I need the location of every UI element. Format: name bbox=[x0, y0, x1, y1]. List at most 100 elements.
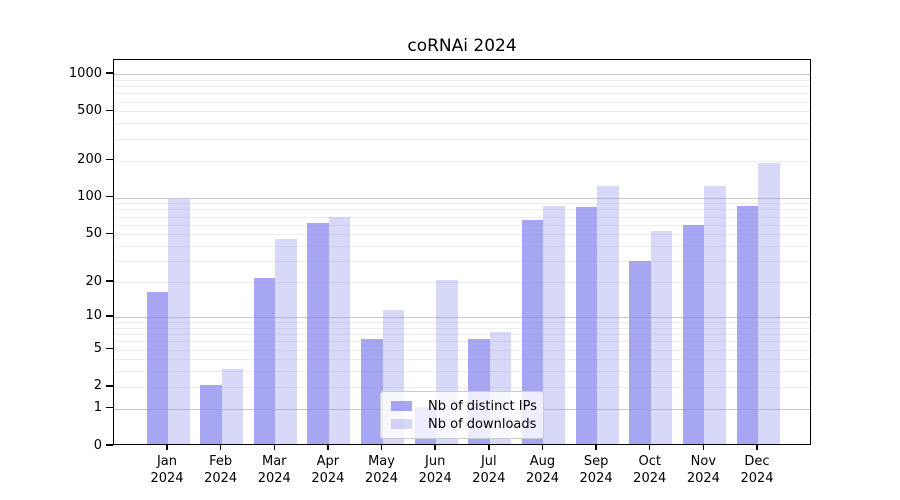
x-axis-tick bbox=[756, 445, 758, 450]
y-axis-tick-label: 200 bbox=[77, 152, 102, 168]
y-axis-tick-label: 0 bbox=[93, 437, 102, 453]
y-axis-tick bbox=[106, 232, 113, 235]
plot-area bbox=[113, 59, 811, 445]
y-axis-tick-label: 500 bbox=[77, 102, 102, 118]
grid-major-line bbox=[114, 197, 810, 199]
bar-distinct-ips-jan bbox=[146, 291, 168, 444]
x-axis-tick bbox=[541, 445, 544, 450]
x-axis-tick-label: Nov 2024 bbox=[686, 454, 720, 486]
y-axis-tick bbox=[106, 385, 113, 387]
bar-distinct-ips-aug bbox=[521, 220, 544, 444]
grid-major-line bbox=[114, 74, 810, 76]
y-axis-tick bbox=[106, 109, 113, 112]
legend-label-distinct-ips: Nb of distinct IPs bbox=[428, 398, 537, 414]
bar-downloads-jan bbox=[168, 198, 190, 444]
x-axis-tick bbox=[273, 445, 275, 450]
x-axis-tick bbox=[166, 445, 168, 450]
x-axis-tick-label: Jun 2024 bbox=[418, 454, 452, 486]
x-axis-tick bbox=[488, 445, 490, 450]
grid-minor-line bbox=[114, 327, 810, 329]
y-axis-tick bbox=[106, 158, 113, 161]
bar-distinct-ips-feb bbox=[200, 384, 222, 444]
grid-minor-line bbox=[114, 359, 810, 361]
grid-minor-line bbox=[114, 261, 810, 263]
x-axis-tick-label: Dec 2024 bbox=[740, 454, 774, 486]
grid-minor-line bbox=[114, 123, 810, 125]
legend-row-distinct-ips: Nb of distinct IPs bbox=[391, 397, 537, 415]
grid-minor-line bbox=[114, 349, 810, 351]
bar-distinct-ips-dec bbox=[736, 206, 758, 444]
legend: Nb of distinct IPs Nb of downloads bbox=[380, 391, 544, 439]
bar-downloads-feb bbox=[221, 369, 244, 444]
bar-downloads-apr bbox=[328, 216, 351, 444]
x-axis-tick bbox=[380, 445, 383, 450]
bar-downloads-nov bbox=[704, 185, 726, 444]
y-axis-tick bbox=[106, 315, 113, 317]
x-axis-tick-label: Sep 2024 bbox=[579, 454, 613, 486]
y-axis-tick bbox=[106, 444, 113, 446]
legend-label-downloads: Nb of downloads bbox=[428, 416, 537, 432]
grid-minor-line bbox=[114, 138, 810, 140]
y-axis-tick bbox=[106, 406, 113, 409]
y-axis-tick-label: 100 bbox=[77, 189, 102, 205]
y-axis-tick-label: 20 bbox=[85, 273, 102, 289]
grid-minor-line bbox=[114, 322, 810, 324]
y-axis-tick-label: 10 bbox=[85, 308, 102, 324]
y-axis-tick-label: 5 bbox=[93, 341, 102, 357]
grid-minor-line bbox=[114, 209, 810, 211]
y-axis-tick-label: 1000 bbox=[68, 65, 102, 81]
x-axis-tick-label: Jul 2024 bbox=[472, 454, 506, 486]
bar-distinct-ips-may bbox=[361, 339, 383, 444]
x-axis-tick-label: Mar 2024 bbox=[257, 454, 291, 486]
x-axis-tick-label: May 2024 bbox=[364, 454, 399, 486]
bar-distinct-ips-nov bbox=[682, 225, 705, 444]
grid-minor-line bbox=[114, 86, 810, 88]
downloads-swatch bbox=[391, 419, 412, 429]
x-axis-tick-label: Oct 2024 bbox=[633, 454, 667, 486]
y-axis-tick bbox=[106, 280, 113, 282]
grid-minor-line bbox=[114, 386, 810, 388]
x-axis-tick bbox=[434, 445, 436, 450]
chart-title: coRNAi 2024 bbox=[407, 36, 517, 56]
grid-minor-line bbox=[114, 282, 810, 284]
grid-minor-line bbox=[114, 371, 810, 373]
y-axis-tick bbox=[106, 72, 113, 74]
grid-minor-line bbox=[114, 79, 810, 81]
grid-minor-line bbox=[114, 160, 810, 162]
x-axis-tick-label: Aug 2024 bbox=[525, 454, 559, 486]
x-axis-tick bbox=[219, 445, 222, 450]
legend-row-downloads: Nb of downloads bbox=[391, 415, 537, 433]
y-axis-tick-label: 50 bbox=[85, 225, 102, 241]
bar-distinct-ips-mar bbox=[253, 277, 276, 444]
x-axis-tick bbox=[595, 445, 597, 450]
x-axis-tick bbox=[327, 445, 329, 450]
grid-minor-line bbox=[114, 203, 810, 205]
y-axis-tick-label: 2 bbox=[93, 378, 102, 394]
bar-downloads-dec bbox=[758, 162, 780, 444]
grid-minor-line bbox=[114, 341, 810, 343]
bar-downloads-mar bbox=[275, 239, 297, 444]
x-axis-tick-label: Apr 2024 bbox=[311, 454, 345, 486]
x-axis-tick-label: Feb 2024 bbox=[204, 454, 238, 486]
bar-downloads-aug bbox=[543, 205, 565, 444]
grid-minor-line bbox=[114, 334, 810, 336]
bar-downloads-oct bbox=[650, 231, 673, 444]
distinct-ips-swatch bbox=[391, 401, 412, 411]
grid-minor-line bbox=[114, 93, 810, 95]
grid-major-line bbox=[114, 316, 810, 318]
y-axis-tick bbox=[106, 195, 113, 198]
x-axis-tick-label: Jan 2024 bbox=[150, 454, 184, 486]
grid-minor-line bbox=[114, 234, 810, 236]
bar-downloads-sep bbox=[597, 185, 619, 444]
x-axis-tick bbox=[702, 445, 705, 450]
grid-minor-line bbox=[114, 224, 810, 226]
grid-minor-line bbox=[114, 111, 810, 113]
grid-minor-line bbox=[114, 101, 810, 103]
y-axis-tick-label: 1 bbox=[93, 400, 102, 416]
grid-minor-line bbox=[114, 246, 810, 248]
bar-distinct-ips-sep bbox=[575, 207, 598, 444]
bar-distinct-ips-oct bbox=[629, 260, 651, 444]
x-axis-tick bbox=[649, 445, 651, 450]
grid-minor-line bbox=[114, 216, 810, 218]
